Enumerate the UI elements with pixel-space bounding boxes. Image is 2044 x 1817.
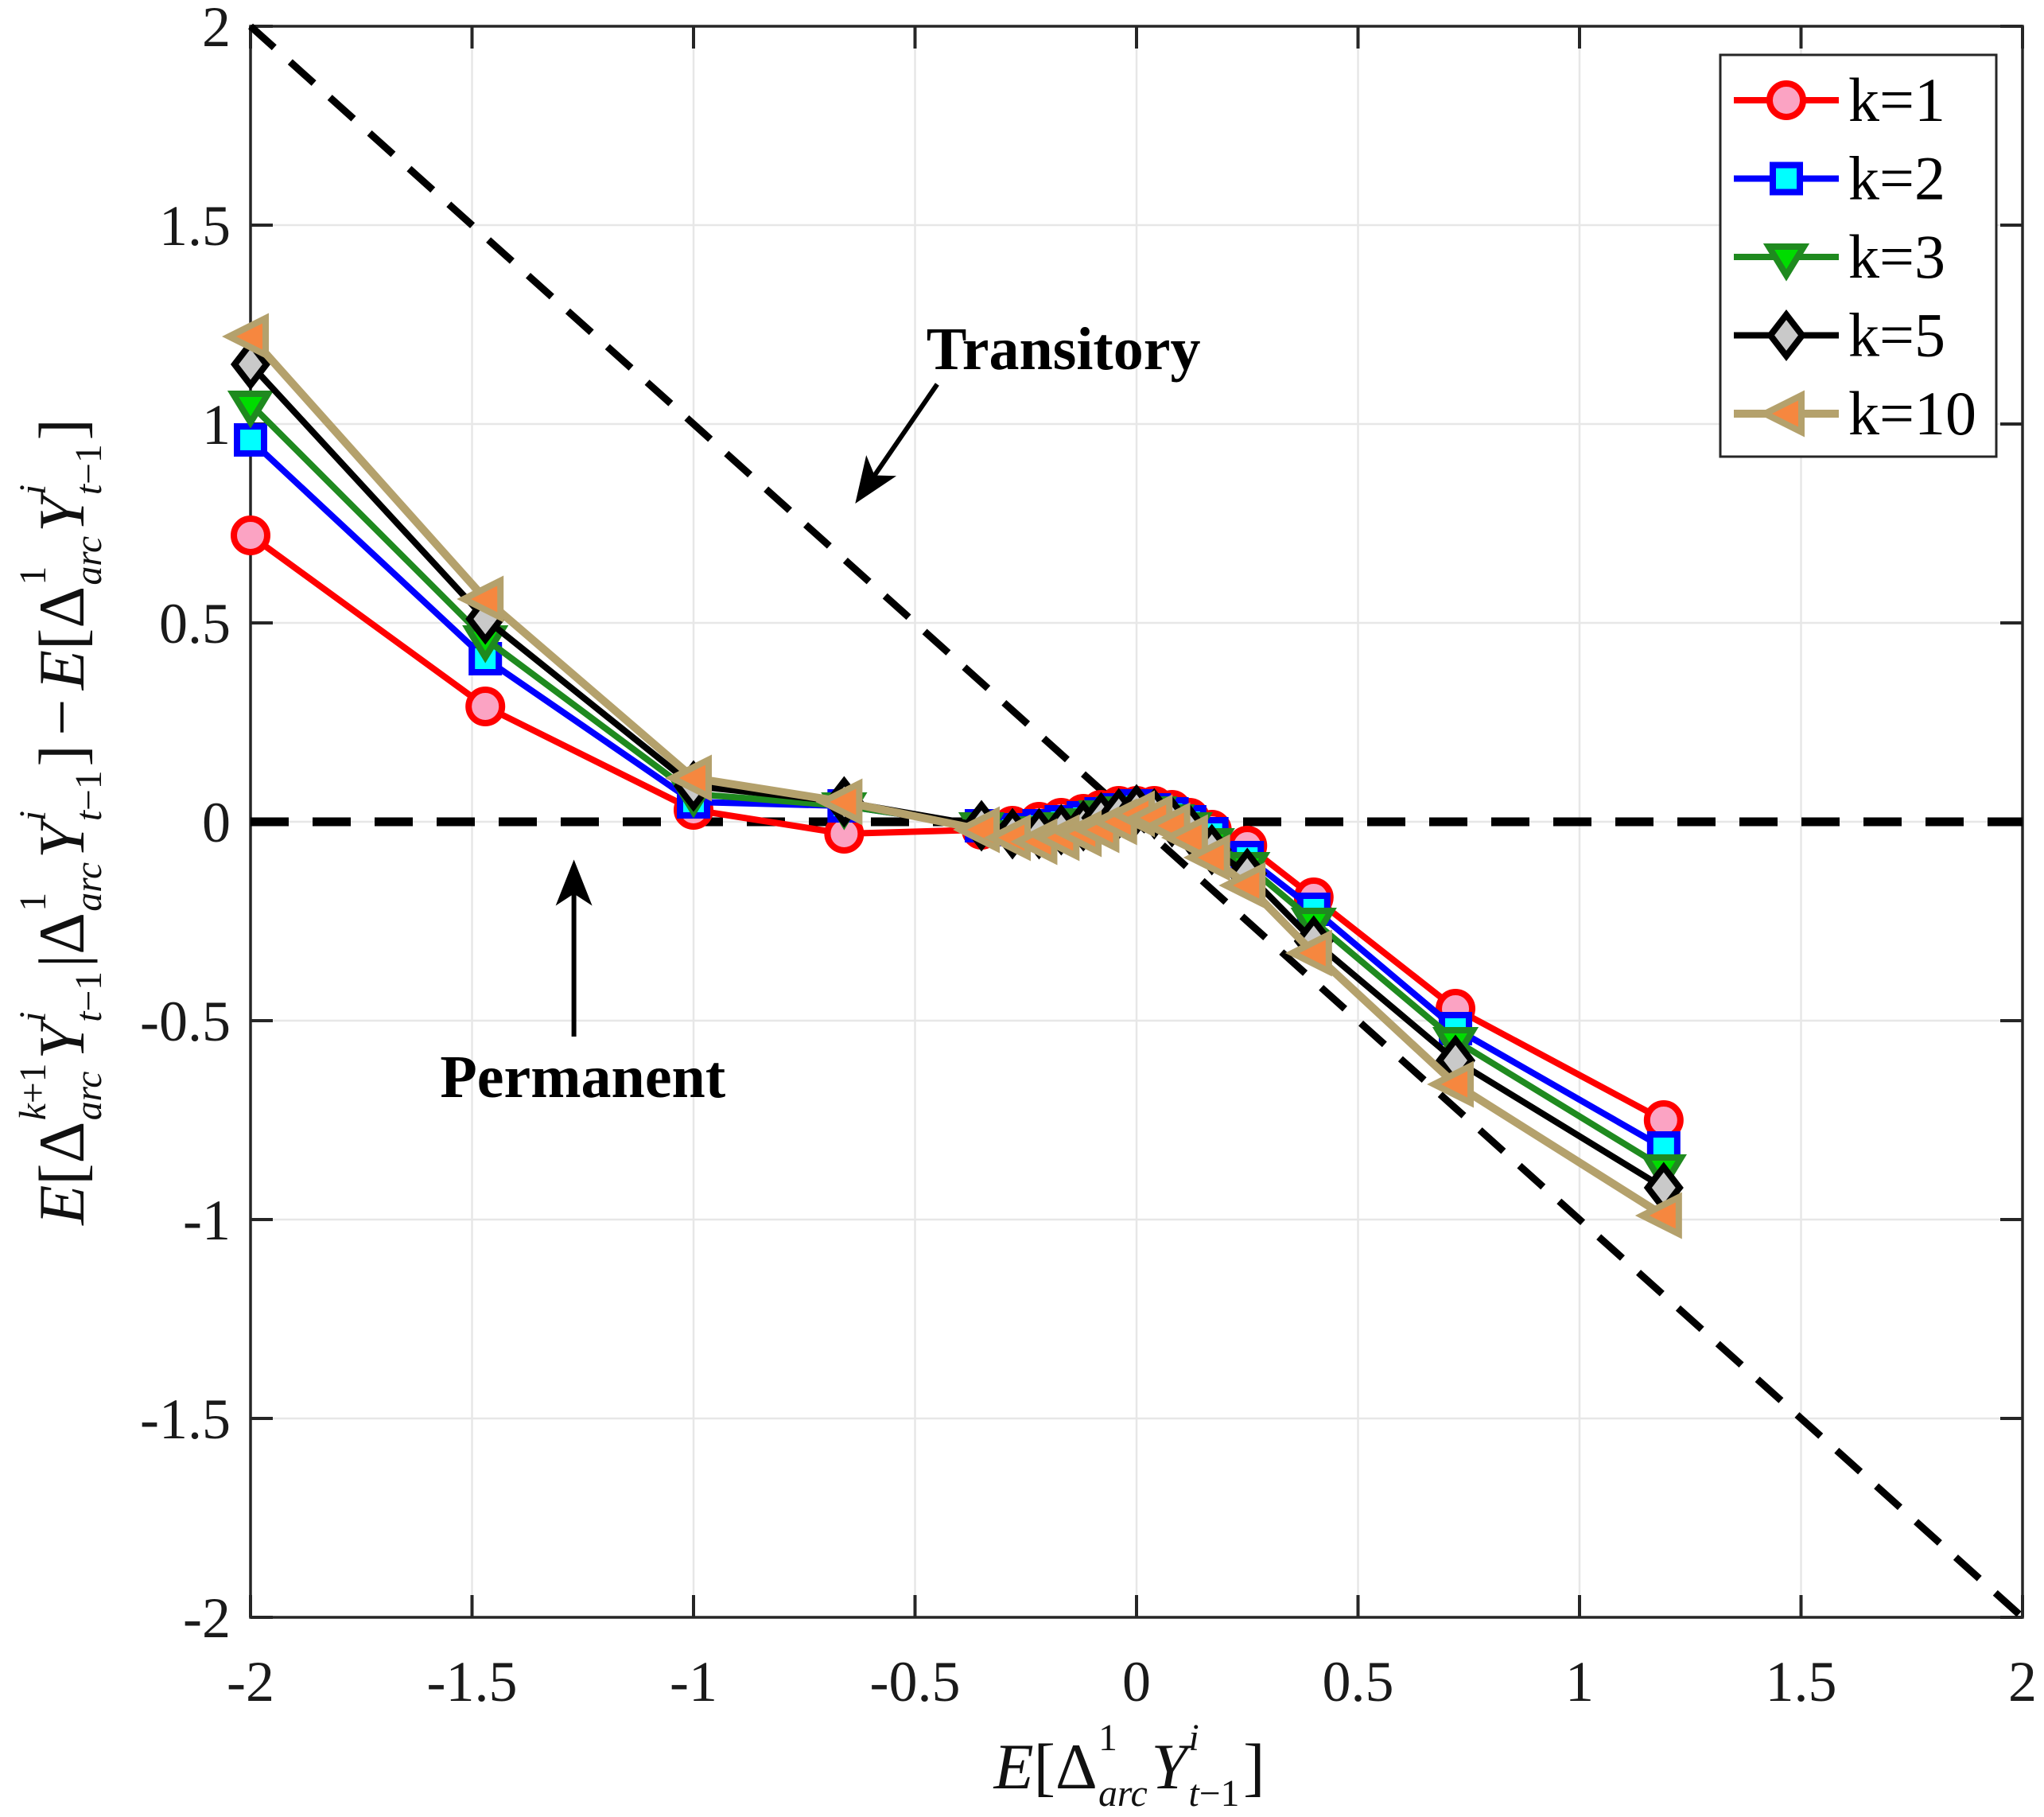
marker-diamond [1766, 309, 1807, 362]
legend-entry: k=1 [1734, 65, 1945, 134]
x-tick-label: -0.5 [870, 1650, 961, 1714]
x-tick-label: 1.5 [1766, 1650, 1837, 1714]
annotation-permanent: Permanent [440, 859, 725, 1111]
legend-entry: k=5 [1734, 301, 1945, 370]
legend-label: k=2 [1848, 144, 1945, 213]
math-base: Δ [25, 1121, 98, 1164]
marker-triangle-left [222, 313, 269, 360]
tick-labels: -2 -1.5 -1 -0.5 0 0.5 1 1.5 2 2 1.5 1 0.5 0 -0.5 -1 -1.5… [140, 0, 2037, 1714]
math-base: Y [25, 822, 98, 859]
math-token: ] [25, 745, 98, 767]
math-token: ] [25, 418, 98, 441]
x-tick-label: 2 [2008, 1650, 2037, 1714]
legend-entry: k=10 [1734, 379, 1976, 448]
marker-triangle-down [1762, 243, 1810, 282]
math-scripts: i t−1 [13, 971, 111, 1022]
y-tick-label: 1.5 [159, 194, 231, 258]
x-tick-label: 0 [1122, 1650, 1151, 1714]
y-tick-label: -1 [183, 1189, 231, 1252]
legend-entry: k=3 [1734, 222, 1945, 291]
legend-label: k=1 [1848, 65, 1945, 134]
marker-triangle-left [1183, 834, 1230, 881]
math-scripts: i t−1 [13, 444, 111, 496]
marker-triangle-left [1758, 390, 1805, 438]
marker-square [1770, 161, 1803, 196]
marker-triangle-left [815, 778, 863, 826]
math-scripts: k+1 arc [13, 1063, 111, 1121]
annotation-arrow-head [855, 455, 897, 504]
x-tick-label: -2 [227, 1650, 274, 1714]
math-token: E [25, 649, 98, 691]
y-tick-label: 0 [202, 791, 231, 854]
marker-circle [231, 516, 270, 555]
math-base: Y [25, 496, 98, 533]
math-base: Δ [25, 586, 98, 628]
math-token: [ [25, 628, 98, 650]
marker-triangle-left [1634, 1192, 1682, 1239]
math-base: Y [1151, 1730, 1188, 1803]
marker-triangle-left [1160, 814, 1208, 862]
x-tick-label: -1 [670, 1650, 717, 1714]
annotation-transitory: Transitory [855, 316, 1201, 504]
math-scripts: 1 arc [13, 862, 111, 912]
marker-triangle-left [665, 754, 712, 802]
annotation-text: Permanent [440, 1044, 725, 1111]
x-tick-label: 0.5 [1323, 1650, 1394, 1714]
y-tick-label: 0.5 [159, 592, 231, 656]
math-token: | [25, 954, 98, 968]
legend-label: k=5 [1848, 301, 1945, 370]
y-tick-label: -2 [183, 1586, 231, 1650]
math-base: Y [25, 1023, 98, 1060]
legend-entry: k=2 [1734, 144, 1945, 213]
marker-circle [1766, 80, 1806, 120]
math-token: ] [1243, 1730, 1265, 1803]
math-token: E [25, 1185, 98, 1225]
x-tick-label: 1 [1565, 1650, 1594, 1714]
math-token: E [993, 1730, 1034, 1803]
marker-circle [465, 687, 506, 726]
marker-triangle-left [1284, 929, 1332, 977]
math-scripts: i t−1 [1188, 1718, 1240, 1815]
marker-triangle-left [1427, 1060, 1475, 1108]
math-base: Δ [1055, 1730, 1098, 1803]
series-k10 [222, 313, 1682, 1239]
math-base: Δ [25, 912, 98, 955]
math-token: [ [25, 1163, 98, 1185]
y-tick-label: -0.5 [140, 990, 231, 1053]
y-tick-label: -1.5 [140, 1387, 231, 1451]
annotation-arrow-shaft [869, 383, 939, 483]
y-tick-label: 1 [202, 393, 231, 457]
annotation-text: Transitory [927, 316, 1201, 383]
annotation-arrow-head [555, 859, 593, 906]
marker-square [234, 423, 267, 457]
marker-triangle-down [227, 391, 274, 429]
legend-label: k=10 [1848, 379, 1976, 448]
legend-label: k=3 [1848, 222, 1945, 291]
x-tick-label: -1.5 [427, 1650, 518, 1714]
marker-triangle-left [1218, 862, 1266, 909]
math-token: − [25, 698, 98, 736]
math-scripts: 1 arc [1098, 1718, 1148, 1815]
y-tick-label: 2 [202, 0, 231, 59]
math-token: [ [1033, 1730, 1055, 1803]
legend: k=1 k=2 k=3 k=5 k=10 [1719, 53, 1998, 458]
marker-triangle-left [457, 575, 504, 623]
math-scripts: i t−1 [13, 770, 111, 822]
math-scripts: 1 arc [13, 535, 111, 586]
